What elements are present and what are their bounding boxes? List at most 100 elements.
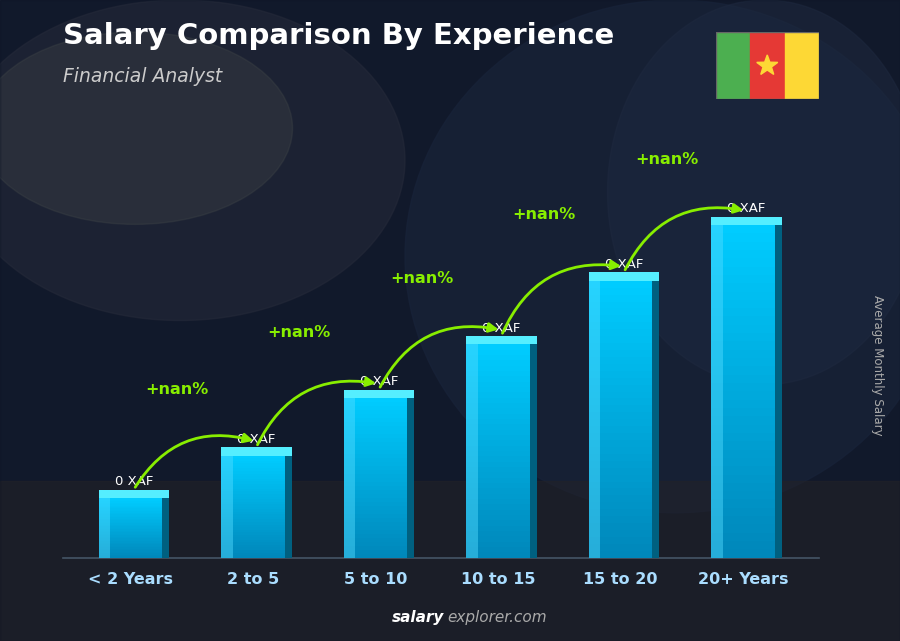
Bar — [589, 481, 652, 488]
Bar — [344, 402, 408, 406]
Bar — [711, 524, 775, 533]
Bar — [711, 541, 775, 549]
Bar — [466, 553, 530, 558]
Bar — [98, 503, 162, 504]
Bar — [344, 490, 408, 494]
Bar — [466, 336, 536, 344]
Bar — [711, 225, 723, 558]
Bar — [344, 414, 408, 418]
Bar — [344, 482, 408, 486]
Bar — [221, 517, 284, 519]
Bar — [221, 476, 284, 479]
Bar — [466, 424, 530, 429]
Bar — [98, 526, 162, 528]
Bar — [711, 267, 775, 275]
Bar — [344, 454, 408, 458]
Bar — [408, 398, 414, 558]
Bar — [466, 408, 530, 413]
Bar — [98, 541, 162, 543]
Bar — [466, 349, 530, 355]
Text: +nan%: +nan% — [513, 207, 576, 222]
Bar — [98, 515, 162, 516]
Bar — [589, 357, 652, 364]
Bar — [221, 506, 284, 509]
Ellipse shape — [0, 32, 292, 224]
Bar — [711, 317, 775, 325]
Bar — [221, 550, 284, 553]
Bar — [589, 419, 652, 426]
Bar — [221, 487, 284, 489]
Bar — [344, 542, 408, 545]
Bar — [589, 537, 652, 544]
Bar — [98, 513, 162, 515]
Bar — [589, 530, 652, 537]
Bar — [344, 466, 408, 470]
Bar — [221, 540, 284, 542]
Bar — [98, 549, 162, 550]
Bar — [466, 488, 530, 494]
Bar — [711, 350, 775, 358]
Bar — [221, 514, 284, 517]
Bar — [344, 518, 408, 522]
Bar — [221, 463, 284, 466]
Bar — [466, 494, 530, 499]
Bar — [98, 540, 162, 541]
Bar — [344, 494, 408, 498]
Bar — [711, 474, 775, 483]
Bar — [98, 519, 162, 520]
Bar — [98, 534, 162, 535]
Bar — [344, 438, 408, 442]
Bar — [466, 542, 530, 547]
Bar — [711, 225, 775, 233]
Bar — [98, 537, 162, 538]
Bar — [589, 322, 652, 329]
Bar — [711, 275, 775, 283]
Bar — [98, 545, 162, 547]
Bar — [775, 225, 781, 558]
Bar — [711, 300, 775, 308]
Bar — [589, 295, 652, 301]
Bar — [98, 528, 162, 529]
Bar — [98, 516, 162, 517]
Bar — [466, 515, 530, 520]
Bar — [589, 426, 652, 433]
Bar — [711, 399, 775, 408]
Bar — [589, 308, 652, 315]
Bar — [711, 233, 775, 242]
Bar — [711, 483, 775, 491]
Bar — [466, 371, 530, 376]
Bar — [221, 499, 284, 502]
Bar — [589, 503, 652, 509]
Bar — [589, 516, 652, 523]
Text: +nan%: +nan% — [390, 271, 454, 286]
Text: 0 XAF: 0 XAF — [482, 322, 520, 335]
Bar — [98, 543, 162, 544]
Bar — [466, 526, 530, 531]
Bar — [716, 32, 750, 99]
Bar — [98, 524, 162, 525]
Bar — [344, 545, 408, 550]
Bar — [711, 333, 775, 342]
Bar — [221, 461, 284, 463]
Bar — [98, 504, 162, 506]
Bar — [711, 342, 775, 350]
Bar — [221, 545, 284, 547]
Bar — [589, 329, 652, 336]
Bar — [98, 531, 162, 532]
Bar — [466, 397, 530, 403]
Bar — [750, 32, 785, 99]
Text: 0 XAF: 0 XAF — [360, 376, 398, 388]
Bar — [589, 405, 652, 412]
Bar — [344, 458, 408, 462]
Bar — [344, 502, 408, 506]
Bar — [589, 288, 652, 295]
Bar — [98, 490, 169, 498]
Bar — [711, 358, 775, 367]
Bar — [711, 391, 775, 399]
Bar — [785, 32, 819, 99]
Bar — [344, 446, 408, 450]
Bar — [344, 442, 408, 446]
Bar — [711, 217, 781, 225]
Bar — [98, 556, 162, 558]
Bar — [221, 471, 284, 474]
